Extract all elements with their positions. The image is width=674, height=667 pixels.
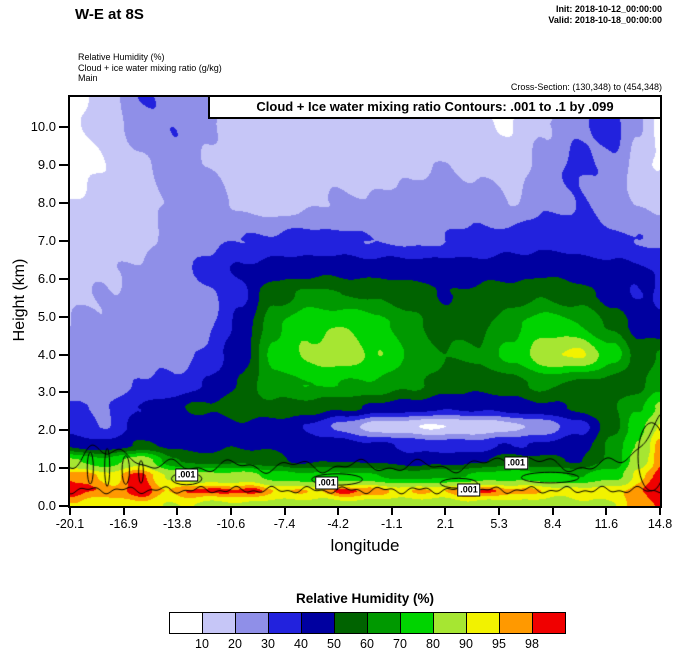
x-tick	[605, 508, 608, 515]
x-tick-label: -16.9	[109, 517, 138, 531]
legend-tick-label: 98	[525, 637, 539, 651]
x-tick-label: -1.1	[381, 517, 403, 531]
y-tick-label: 4.0	[37, 346, 56, 362]
y-tick	[59, 164, 68, 167]
x-tick-label: -4.2	[327, 517, 349, 531]
x-tick-label: 11.6	[594, 517, 619, 531]
cloud-contour-label: .001	[174, 468, 199, 482]
field-list: Relative Humidity (%) Cloud + ice water …	[78, 52, 222, 84]
x-tick-label: 2.1	[436, 517, 455, 531]
legend-tick-label: 40	[294, 637, 308, 651]
field-line-rh: Relative Humidity (%)	[78, 52, 165, 62]
y-tick-label: 5.0	[37, 308, 56, 324]
y-tick	[59, 505, 68, 507]
init-valid-block: Init: 2018-10-12_00:00:00 Valid: 2018-10…	[548, 4, 662, 26]
legend-cell	[433, 612, 467, 634]
plot-area: Cloud + Ice water mixing ratio Contours:…	[68, 95, 662, 508]
field-line-main: Main	[78, 73, 98, 83]
field-line-cloud: Cloud + ice water mixing ratio (g/kg)	[78, 62, 222, 73]
y-tick-label: 6.0	[37, 270, 56, 286]
legend-tick-label: 80	[426, 637, 440, 651]
legend-title: Relative Humidity (%)	[295, 591, 435, 606]
rh-field-canvas	[70, 97, 660, 506]
y-tick	[59, 202, 68, 205]
x-tick	[551, 508, 554, 515]
y-tick	[59, 239, 68, 242]
x-tick-label: -13.8	[163, 517, 192, 531]
x-tick	[69, 508, 71, 515]
x-tick	[337, 508, 340, 515]
x-tick-label: 14.8	[647, 517, 673, 531]
x-tick-label: -10.6	[216, 517, 246, 531]
legend-cell	[466, 612, 500, 634]
y-tick	[59, 391, 68, 394]
init-time: Init: 2018-10-12_00:00:00	[555, 4, 662, 14]
plot-title: W-E at 8S	[75, 6, 144, 23]
y-tick-label: 7.0	[37, 232, 56, 248]
y-tick	[59, 353, 68, 356]
y-tick-label: 3.0	[37, 384, 56, 400]
x-tick	[498, 508, 501, 515]
x-tick	[176, 508, 179, 515]
legend-cell	[268, 612, 302, 634]
x-tick-label: 8.4	[544, 517, 562, 531]
y-tick-label: 0.0	[37, 498, 56, 513]
x-tick	[122, 508, 125, 515]
y-tick-label: 8.0	[37, 195, 56, 211]
legend-tick-label: 90	[459, 637, 473, 651]
y-tick	[59, 429, 68, 432]
cross-section-label: Cross-Section: (130,348) to (454,348)	[510, 82, 662, 92]
x-tick	[390, 508, 393, 515]
legend-cell	[400, 612, 434, 634]
legend-colorbar	[169, 612, 566, 634]
legend-cell	[499, 612, 533, 634]
x-tick-label: -7.4	[273, 517, 296, 531]
legend-tick-label: 30	[261, 637, 275, 651]
y-tick-label: 2.0	[37, 422, 56, 438]
legend-tick-label: 95	[492, 637, 506, 651]
x-tick-label: 5.3	[490, 517, 508, 531]
y-tick	[59, 126, 68, 129]
legend-cell	[235, 612, 269, 634]
legend-cell	[301, 612, 335, 634]
x-tick	[659, 508, 661, 515]
legend-cell	[532, 612, 566, 634]
y-tick-label: 9.0	[37, 157, 56, 173]
y-tick	[59, 277, 68, 280]
cloud-contour-label: .001	[504, 456, 529, 470]
contour-title: Cloud + Ice water mixing ratio Contours:…	[208, 97, 660, 119]
x-tick	[229, 508, 232, 515]
legend-tick-label: 50	[327, 637, 341, 651]
x-tick-label: -20.1	[55, 517, 85, 531]
legend-cell	[169, 612, 203, 634]
legend-cell	[334, 612, 368, 634]
legend-tick-label: 10	[195, 637, 209, 651]
x-tick	[444, 508, 447, 515]
x-axis-label: longitude	[330, 536, 400, 555]
y-tick-label: 1.0	[37, 460, 56, 476]
x-tick	[283, 508, 286, 515]
valid-time: Valid: 2018-10-18_00:00:00	[548, 15, 662, 25]
legend-tick-label: 60	[360, 637, 374, 651]
y-tick	[59, 315, 68, 318]
legend-tick-label: 20	[228, 637, 242, 651]
cloud-contour-label: .001	[457, 483, 481, 497]
legend-tick-label: 70	[393, 637, 407, 651]
legend-cell	[367, 612, 401, 634]
legend-cell	[202, 612, 236, 634]
cloud-contour-label: .001	[315, 476, 339, 490]
y-tick-label: 10.0	[30, 119, 56, 135]
y-tick	[59, 467, 68, 470]
